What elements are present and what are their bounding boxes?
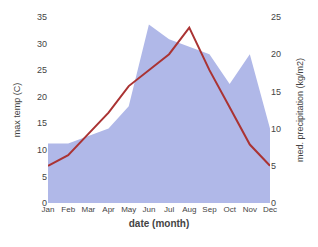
svg-text:Nov: Nov — [243, 205, 257, 214]
svg-text:25: 25 — [271, 12, 281, 22]
svg-text:10: 10 — [271, 124, 281, 134]
svg-text:15: 15 — [37, 118, 47, 128]
svg-text:25: 25 — [37, 65, 47, 75]
svg-text:Feb: Feb — [61, 205, 75, 214]
svg-text:May: May — [121, 205, 136, 214]
svg-text:Mar: Mar — [81, 205, 95, 214]
svg-text:20: 20 — [37, 92, 47, 102]
svg-text:10: 10 — [37, 145, 47, 155]
svg-text:30: 30 — [37, 39, 47, 49]
svg-text:Sep: Sep — [202, 205, 217, 214]
svg-text:5: 5 — [271, 161, 276, 171]
svg-text:Dec: Dec — [263, 205, 277, 214]
svg-text:Jul: Jul — [164, 205, 174, 214]
svg-text:date (month): date (month) — [129, 218, 190, 229]
svg-text:5: 5 — [42, 172, 47, 182]
svg-text:Apr: Apr — [102, 205, 115, 214]
svg-text:Oct: Oct — [223, 205, 236, 214]
svg-text:Jun: Jun — [142, 205, 155, 214]
svg-text:15: 15 — [271, 87, 281, 97]
svg-text:Aug: Aug — [182, 205, 196, 214]
svg-text:max temp (C): max temp (C) — [12, 83, 22, 138]
svg-text:Jan: Jan — [42, 205, 55, 214]
svg-text:med. precipitation (kg/m2): med. precipitation (kg/m2) — [295, 58, 305, 162]
svg-text:0: 0 — [42, 198, 47, 208]
svg-text:20: 20 — [271, 49, 281, 59]
svg-text:35: 35 — [37, 12, 47, 22]
svg-text:0: 0 — [271, 198, 276, 208]
